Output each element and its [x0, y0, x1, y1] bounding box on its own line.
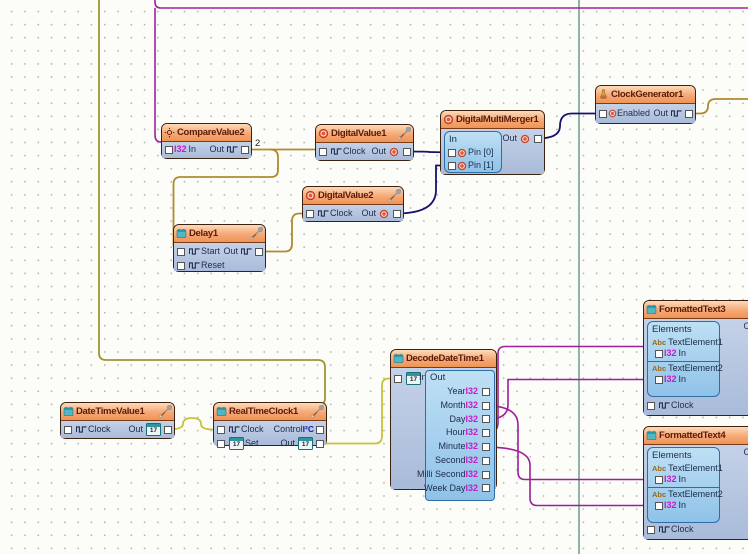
svg-text:2: 2	[255, 138, 260, 149]
